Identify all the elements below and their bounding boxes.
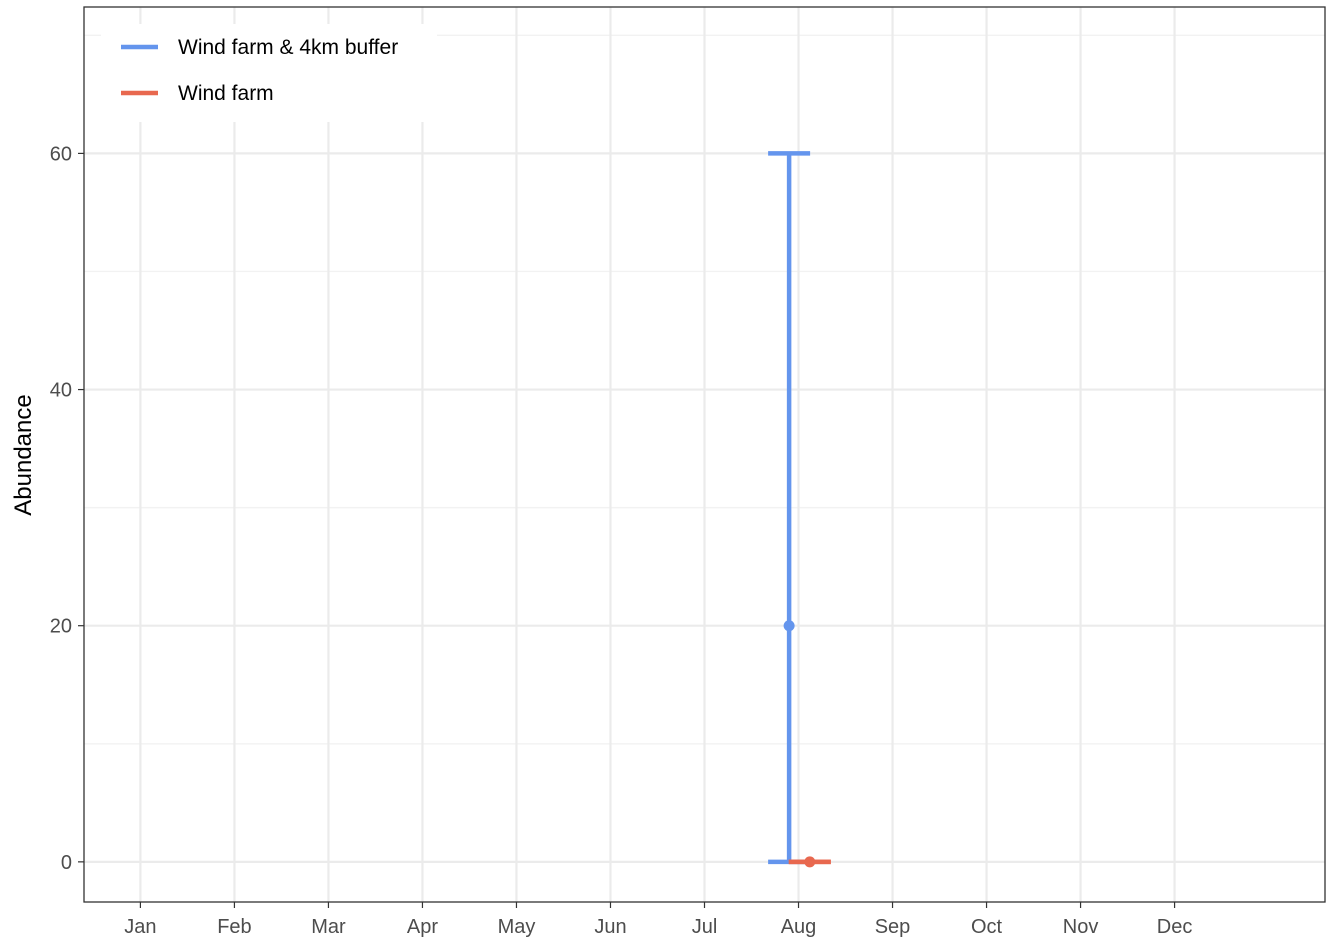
y-axis-title: Abundance [10, 394, 37, 515]
x-tick-label-dec: Dec [1157, 916, 1193, 938]
major-gridlines [84, 7, 1325, 902]
legend-label-series-1: Wind farm [178, 82, 274, 105]
y-tick-labels: 0 20 40 60 [50, 143, 72, 873]
y-tick-label: 60 [50, 143, 72, 165]
data-marks [768, 151, 831, 868]
legend-label-series-0: Wind farm & 4km buffer [178, 36, 398, 59]
legend-box [101, 24, 437, 122]
legend: Wind farm & 4km buffer Wind farm [101, 24, 437, 122]
x-tick-label-jan: Jan [124, 916, 156, 938]
x-tick-label-nov: Nov [1063, 916, 1099, 938]
x-tick-label-mar: Mar [311, 916, 346, 938]
x-tick-label-jun: Jun [594, 916, 626, 938]
x-tick-label-aug: Aug [781, 916, 817, 938]
y-tick-label: 0 [61, 852, 72, 874]
x-tick-labels: Jan Feb Mar Apr May Jun Jul Aug Sep Oct Nov Dec [124, 916, 1192, 938]
data-point-series-0 [783, 620, 795, 632]
axis-ticks [78, 152, 1176, 908]
x-tick-label-jul: Jul [692, 916, 718, 938]
x-tick-label-may: May [498, 916, 536, 938]
y-tick-label: 40 [50, 380, 72, 402]
x-tick-label-oct: Oct [971, 916, 1003, 938]
x-tick-label-apr: Apr [407, 916, 438, 938]
data-point-series-1 [804, 856, 816, 868]
y-tick-label: 20 [50, 616, 72, 638]
x-tick-label-feb: Feb [217, 916, 251, 938]
x-tick-label-sep: Sep [875, 916, 911, 938]
